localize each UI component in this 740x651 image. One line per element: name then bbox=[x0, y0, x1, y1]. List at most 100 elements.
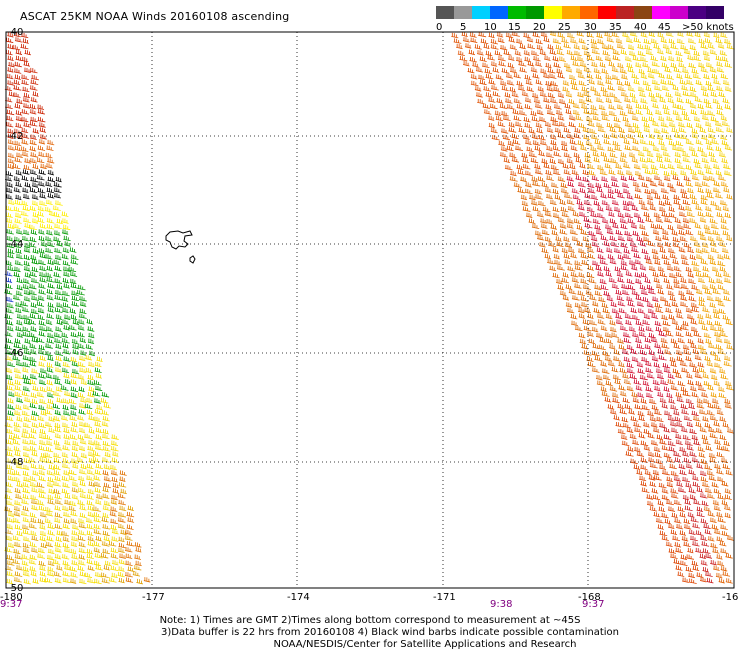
wind-barb bbox=[61, 229, 69, 235]
wind-barb bbox=[701, 134, 708, 141]
wind-barb bbox=[54, 476, 62, 482]
wind-barb bbox=[682, 217, 690, 224]
wind-barb bbox=[587, 182, 595, 189]
wind-barb bbox=[37, 518, 45, 525]
wind-barb bbox=[690, 326, 698, 333]
wind-barb bbox=[716, 536, 724, 542]
wind-barb bbox=[78, 319, 85, 325]
wind-barb bbox=[608, 110, 617, 117]
wind-barb bbox=[613, 248, 622, 254]
wind-barb bbox=[22, 547, 30, 554]
wind-barb bbox=[581, 86, 590, 93]
wind-barb bbox=[63, 511, 71, 518]
wind-barb bbox=[722, 98, 730, 104]
wind-barb bbox=[86, 469, 95, 475]
wind-barb bbox=[53, 259, 61, 265]
wind-barb bbox=[14, 488, 21, 494]
wind-barb bbox=[616, 295, 625, 301]
wind-barb bbox=[14, 373, 23, 380]
wind-barb bbox=[578, 122, 586, 129]
wind-barb bbox=[54, 523, 63, 530]
wind-barb bbox=[28, 433, 37, 439]
wind-barb bbox=[671, 319, 679, 326]
wind-barb bbox=[629, 242, 638, 248]
wind-barb bbox=[117, 547, 125, 554]
wind-barb bbox=[40, 542, 48, 549]
wind-barb bbox=[496, 32, 504, 38]
wind-barb bbox=[678, 205, 686, 211]
wind-barb bbox=[111, 529, 119, 535]
wind-barb bbox=[706, 410, 715, 416]
wind-barb bbox=[630, 307, 638, 314]
wind-barb bbox=[5, 535, 13, 541]
wind-barb bbox=[16, 98, 23, 105]
wind-barb bbox=[604, 163, 612, 169]
wind-barb bbox=[582, 284, 591, 290]
wind-barb bbox=[665, 307, 673, 314]
wind-barb bbox=[643, 211, 650, 218]
wind-barb bbox=[715, 146, 723, 152]
wind-barb bbox=[625, 319, 632, 326]
wind-barb bbox=[698, 62, 705, 68]
wind-barb bbox=[8, 199, 15, 206]
wind-barb bbox=[499, 152, 508, 158]
wind-barb bbox=[14, 218, 22, 224]
wind-barb bbox=[583, 134, 590, 140]
wind-barb bbox=[71, 560, 79, 566]
wind-barb bbox=[707, 536, 715, 542]
wind-barb bbox=[623, 163, 631, 169]
wind-barb bbox=[47, 523, 55, 530]
wind-barb bbox=[704, 529, 712, 535]
wind-barb bbox=[651, 61, 660, 67]
wind-barb bbox=[597, 145, 605, 151]
wind-barb bbox=[6, 242, 15, 249]
wind-barb bbox=[684, 440, 693, 446]
wind-barb bbox=[676, 38, 685, 45]
wind-barb bbox=[595, 374, 603, 381]
wind-barb bbox=[716, 512, 724, 518]
wind-barb bbox=[712, 230, 721, 236]
wind-barb bbox=[710, 542, 718, 549]
wind-barb bbox=[47, 494, 54, 501]
wind-barb bbox=[721, 158, 729, 164]
wind-barb bbox=[44, 409, 53, 415]
wind-barb bbox=[508, 37, 516, 43]
wind-barb bbox=[70, 541, 78, 547]
wind-barb bbox=[45, 343, 53, 349]
wind-barb bbox=[38, 475, 47, 482]
wind-barb bbox=[624, 80, 631, 87]
wind-barb bbox=[495, 74, 504, 80]
wind-barb bbox=[101, 517, 109, 523]
wind-barb bbox=[38, 248, 45, 254]
wind-barb bbox=[697, 385, 707, 392]
wind-barb bbox=[695, 271, 704, 278]
wind-barb bbox=[570, 38, 578, 44]
wind-barb bbox=[681, 259, 690, 266]
wind-barb bbox=[29, 103, 37, 110]
wind-barb bbox=[506, 80, 515, 86]
wind-barb bbox=[570, 253, 578, 259]
wind-barb bbox=[620, 265, 629, 271]
wind-barb bbox=[682, 476, 691, 483]
wind-barb bbox=[118, 499, 126, 506]
wind-barb bbox=[721, 481, 729, 487]
wind-barb bbox=[583, 325, 592, 332]
wind-barb bbox=[617, 338, 625, 344]
wind-barb bbox=[21, 200, 29, 206]
wind-barb bbox=[638, 175, 645, 181]
wind-barb bbox=[623, 356, 631, 363]
wind-barb bbox=[29, 361, 37, 367]
wind-barb bbox=[78, 386, 85, 392]
wind-barb bbox=[94, 487, 101, 494]
wind-barb bbox=[12, 295, 21, 301]
wind-barb bbox=[96, 404, 103, 411]
wind-barb bbox=[628, 200, 636, 207]
wind-barb bbox=[524, 122, 533, 129]
wind-barb bbox=[694, 223, 702, 229]
wind-barb bbox=[29, 283, 37, 290]
wind-barb bbox=[574, 260, 582, 266]
wind-barb bbox=[29, 187, 38, 194]
wind-barb bbox=[563, 152, 572, 158]
wind-barb bbox=[95, 427, 103, 434]
wind-barb bbox=[644, 470, 652, 476]
